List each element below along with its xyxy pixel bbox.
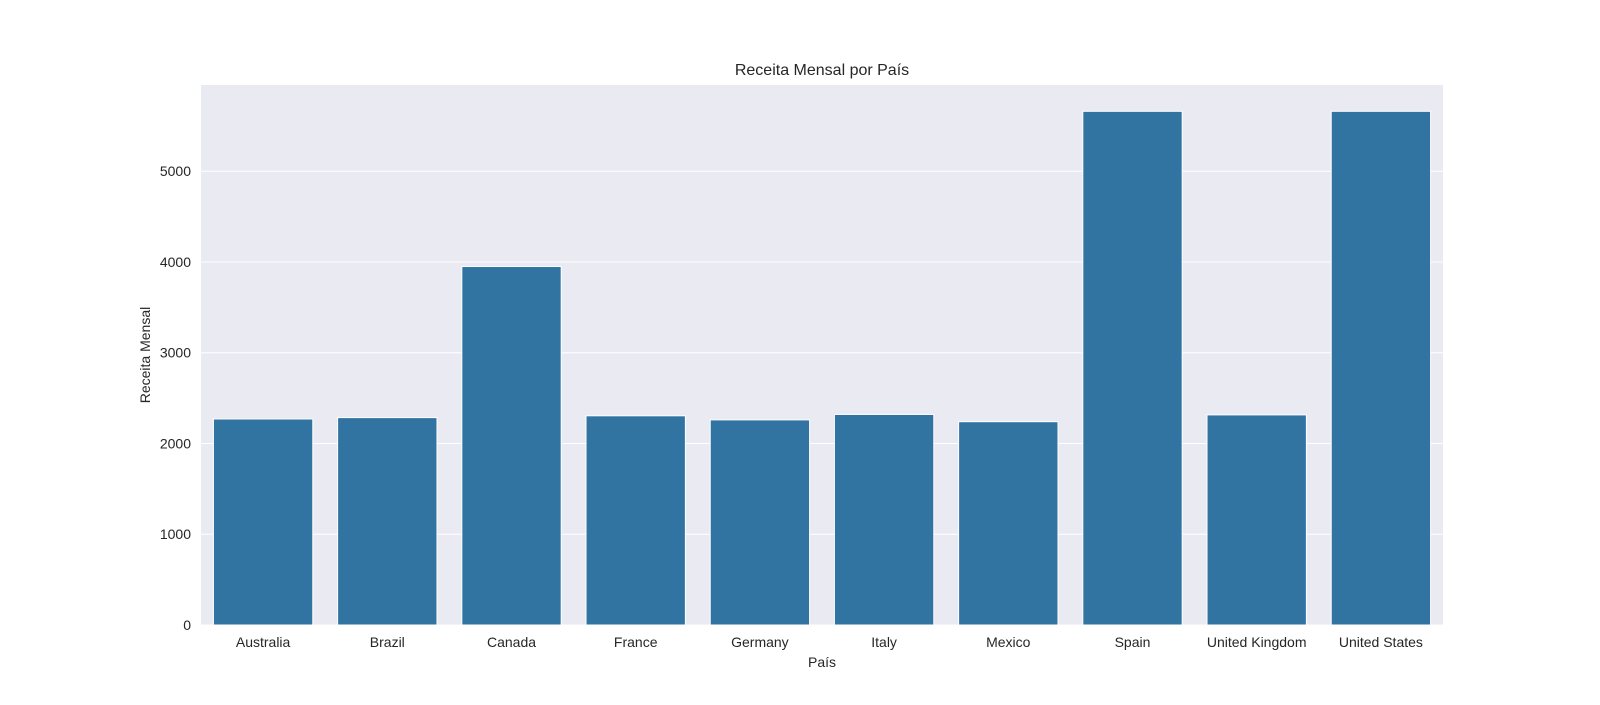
y-tick-label: 2000 — [160, 435, 191, 451]
x-axis-ticks: Australia Brazil Canada France Germany Italy M… — [236, 634, 1423, 650]
x-tick-label: Spain — [1115, 634, 1151, 650]
y-axis-label: Receita Mensal — [137, 307, 153, 404]
y-tick-label: 5000 — [160, 163, 191, 179]
bar-germany — [709, 419, 811, 626]
y-axis-ticks: 0 1000 2000 3000 4000 5000 — [160, 163, 191, 633]
bar-italy — [833, 413, 935, 626]
bar-canada — [461, 266, 562, 626]
x-axis-label: País — [808, 654, 836, 670]
y-tick-label: 0 — [183, 617, 191, 633]
bar-brazil — [337, 417, 438, 626]
x-tick-label: United States — [1339, 634, 1423, 650]
bar-mexico — [958, 421, 1059, 626]
y-tick-label: 3000 — [160, 345, 191, 361]
x-tick-label: France — [614, 634, 658, 650]
x-tick-label: Mexico — [986, 634, 1031, 650]
bar-australia — [212, 418, 314, 626]
bar-united-kingdom — [1206, 414, 1307, 626]
x-tick-label: Brazil — [370, 634, 405, 650]
x-tick-label: Italy — [871, 634, 897, 650]
bar-spain — [1082, 110, 1183, 626]
y-tick-label: 4000 — [160, 254, 191, 270]
x-tick-label: Canada — [487, 634, 536, 650]
bars — [212, 110, 1432, 626]
chart-title: Receita Mensal por País — [735, 62, 909, 79]
x-tick-label: Australia — [236, 634, 291, 650]
bar-united-states — [1330, 110, 1432, 626]
bar-france — [585, 415, 686, 626]
x-tick-label: United Kingdom — [1207, 634, 1307, 650]
y-tick-label: 1000 — [160, 526, 191, 542]
x-tick-label: Germany — [731, 634, 789, 650]
